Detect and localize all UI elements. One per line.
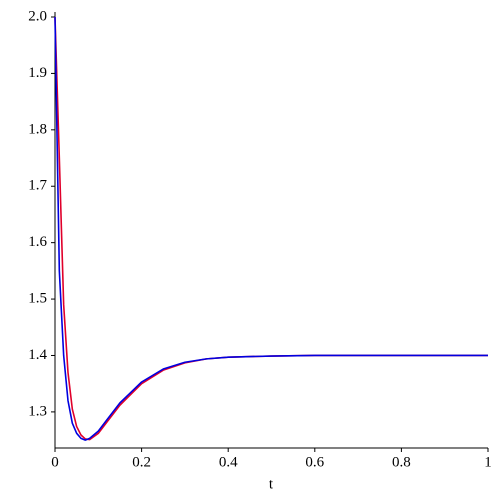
y-tick-label: 1.8 [28,121,47,137]
y-tick-label: 1.6 [28,234,47,250]
line-series [54,16,488,441]
x-tick-label: 1 [484,454,492,470]
x-tick-label: 0 [51,454,59,470]
x-axis-label: t [269,476,274,492]
x-tick-label: 0.6 [305,454,324,470]
x-tick-label: 0.8 [392,454,411,470]
x-tick-label: 0.2 [132,454,151,470]
y-tick-label: 1.7 [28,178,47,194]
line-series [54,16,488,441]
x-tick-label: 0.4 [219,454,238,470]
y-tick-label: 1.4 [28,347,47,363]
y-tick-label: 1.5 [28,291,47,307]
y-tick-label: 2.0 [28,8,47,24]
y-tick-label: 1.3 [28,403,47,419]
y-tick-label: 1.9 [28,65,47,81]
